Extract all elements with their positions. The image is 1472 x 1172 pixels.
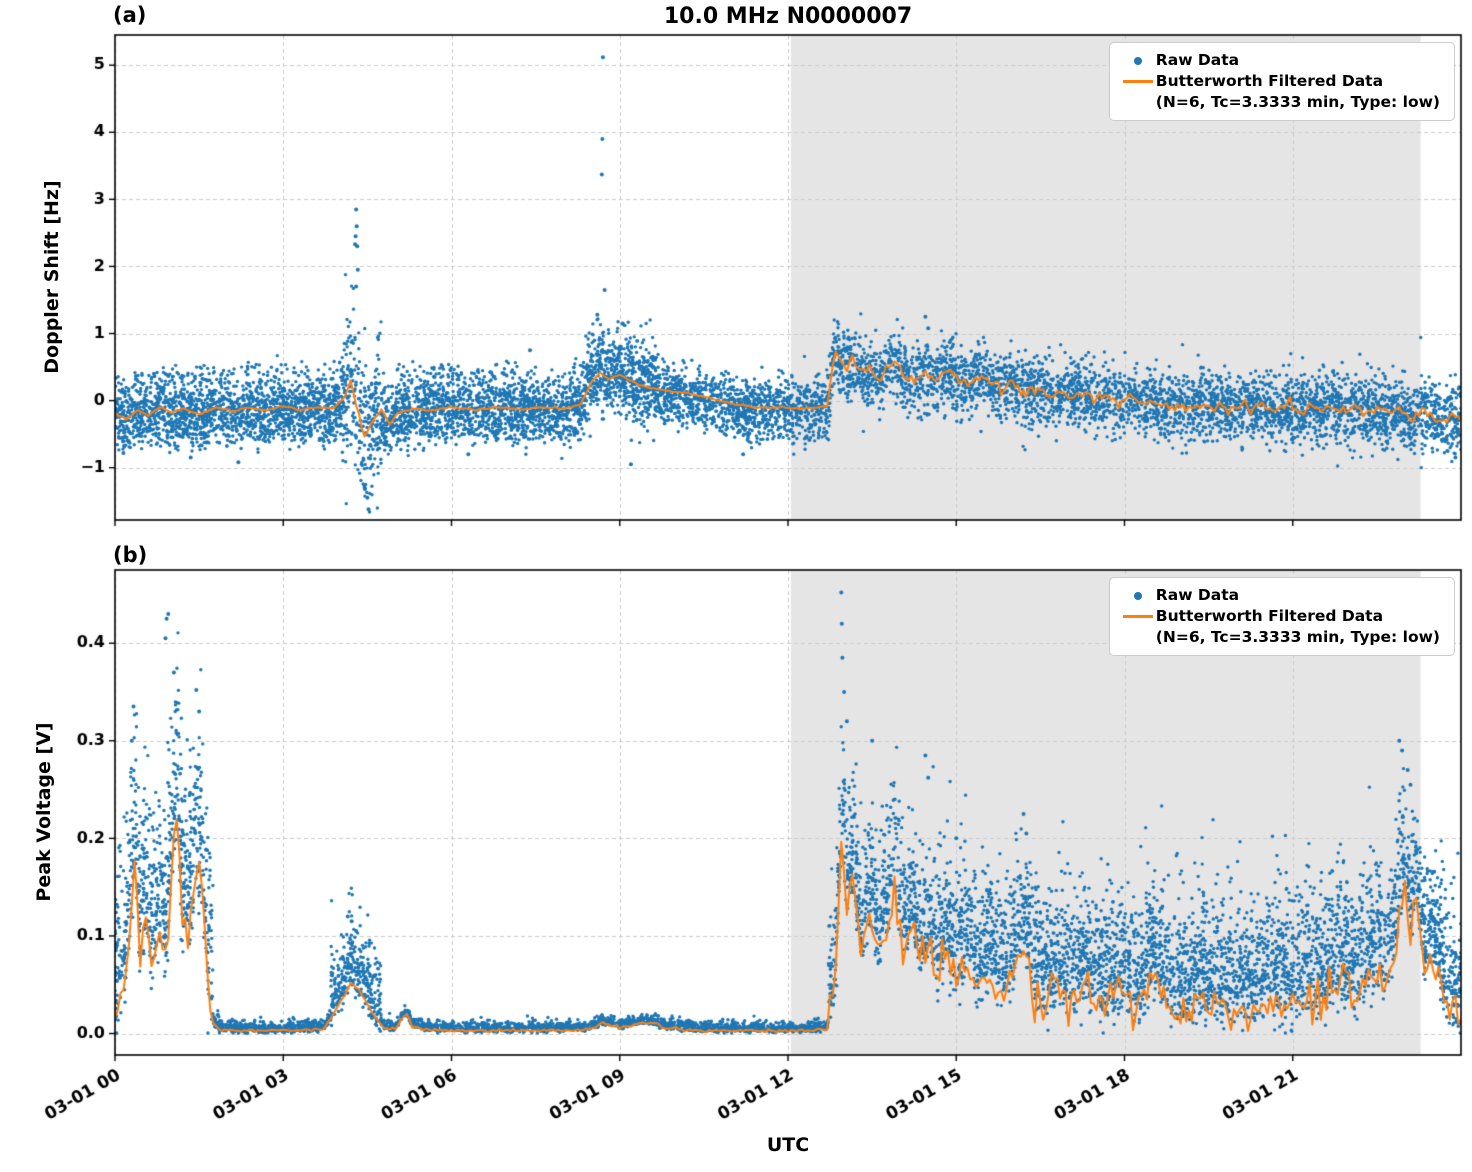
legend-a: Raw Data Butterworth Filtered Data (N=6,… [1108, 42, 1455, 121]
y-axis-label-doppler: Doppler Shift [Hz] [41, 180, 63, 374]
legend-a-raw-entry: Raw Data [1120, 50, 1440, 71]
legend-b-filtered-label: Butterworth Filtered Data [1155, 607, 1384, 625]
legend-b-filtered-entry: Butterworth Filtered Data [1120, 606, 1440, 627]
raw-data-dot-icon [1120, 591, 1156, 600]
legend-a-filtered-params-label: (N=6, Tc=3.3333 min, Type: low) [1155, 93, 1440, 111]
legend-b-filtered-params: (N=6, Tc=3.3333 min, Type: low) [1120, 627, 1440, 648]
panel-label-a: (a) [113, 3, 147, 27]
legend-b: Raw Data Butterworth Filtered Data (N=6,… [1108, 577, 1455, 656]
chart-title: 10.0 MHz N0000007 [663, 4, 913, 29]
raw-data-dot-icon [1120, 56, 1156, 65]
filtered-line-icon [1120, 615, 1156, 618]
legend-b-filtered-params-label: (N=6, Tc=3.3333 min, Type: low) [1155, 628, 1440, 646]
legend-a-filtered-entry: Butterworth Filtered Data [1120, 71, 1440, 92]
legend-b-raw-entry: Raw Data [1120, 585, 1440, 606]
legend-a-filtered-label: Butterworth Filtered Data [1155, 72, 1384, 90]
x-axis-label: UTC [766, 1134, 810, 1156]
legend-b-raw-label: Raw Data [1155, 586, 1240, 604]
filtered-line-icon [1120, 80, 1156, 83]
y-axis-label-voltage: Peak Voltage [V] [33, 722, 55, 902]
legend-a-filtered-params: (N=6, Tc=3.3333 min, Type: low) [1120, 92, 1440, 113]
panel-label-b: (b) [113, 543, 148, 567]
legend-a-raw-label: Raw Data [1155, 51, 1240, 69]
